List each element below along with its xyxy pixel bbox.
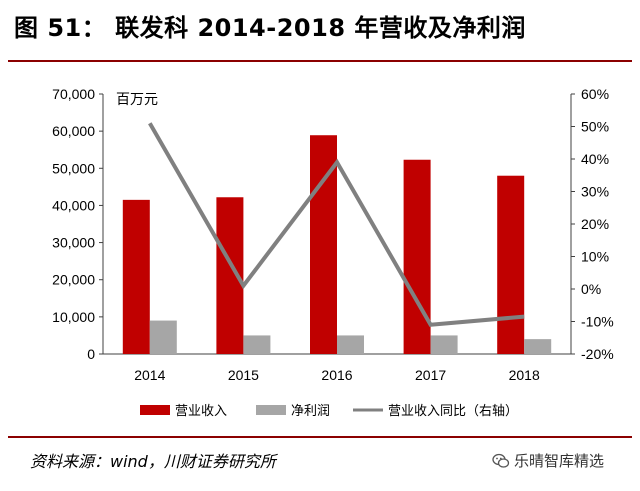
left-tick-label: 20,000 [52,272,95,288]
right-tick-label: 50% [581,119,609,135]
legend-revenue-swatch [140,405,170,415]
left-tick-label: 60,000 [52,123,95,139]
x-tick-label: 2015 [228,367,259,383]
x-tick-label: 2018 [509,367,540,383]
left-tick-label: 70,000 [52,86,95,102]
left-tick-label: 30,000 [52,235,95,251]
revenue-bar [497,175,525,354]
net-profit-bar [243,335,271,354]
legend-yoy-label: 营业收入同比（右轴） [388,404,518,419]
watermark-text: 乐晴智库精选 [514,452,605,470]
wechat-icon [492,453,510,468]
revenue-profit-chart: 0 10,000 20,000 30,000 40,000 50,000 60,000 70,… [52,86,614,419]
right-tick-label: 60% [581,86,609,102]
legend-revenue-label: 营业收入 [175,404,227,419]
right-tick-label: 30% [581,184,609,200]
left-tick-label: 50,000 [52,160,95,176]
right-tick-label: 40% [581,151,609,167]
x-tick-label: 2014 [134,367,165,383]
left-tick-label: 0 [87,346,95,362]
revenue-bar [310,135,337,354]
right-tick-label: -20% [581,346,614,362]
right-tick-label: 10% [581,249,609,265]
revenue-bar [122,199,150,354]
right-tick-label: 0% [581,281,601,297]
net-profit-bar [149,320,177,354]
net-profit-bar [524,339,552,354]
legend-net-profit-swatch [256,405,286,415]
x-tick-label: 2017 [415,367,446,383]
revenue-bar [403,159,431,354]
watermark: 乐晴智库精选 [492,450,604,471]
revenue-yoy-line [148,122,525,327]
unit-label: 百万元 [116,92,158,108]
page-title: 图 51： 联发科 2014-2018 年营收及净利润 [14,14,526,42]
net-profit-bar [430,335,458,354]
x-tick-label: 2016 [321,367,352,383]
legend-net-profit-label: 净利润 [291,404,330,419]
net-profit-bar [337,335,364,354]
bottom-divider [8,436,632,438]
left-tick-label: 40,000 [52,197,95,213]
top-divider [8,60,632,62]
left-tick-label: 10,000 [52,309,95,325]
right-tick-label: 20% [581,216,609,232]
right-tick-label: -10% [581,314,614,330]
source-note: 资料来源：wind，川财证券研究所 [30,452,276,471]
